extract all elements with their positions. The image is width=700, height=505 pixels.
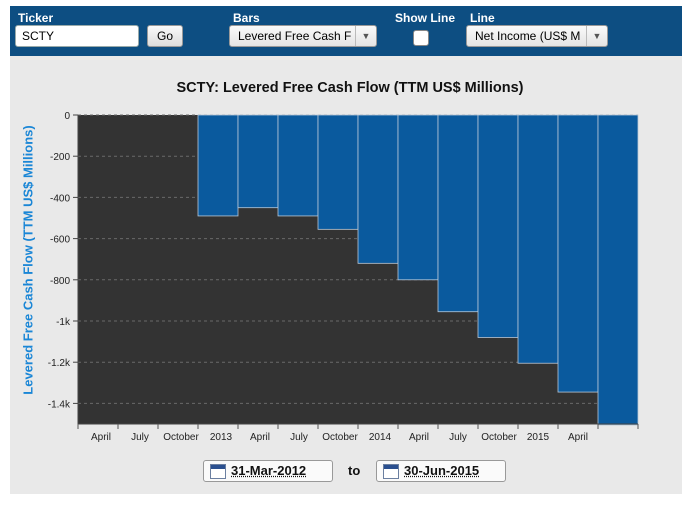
- x-tick-label: July: [131, 432, 149, 443]
- chevron-down-icon: ▼: [586, 26, 607, 46]
- bar: [597, 114, 639, 426]
- ticker-input[interactable]: SCTY: [15, 25, 139, 47]
- x-tick-label: 2015: [527, 432, 550, 443]
- line-label: Line: [470, 11, 495, 25]
- date-range-separator: to: [348, 463, 361, 478]
- ticker-label: Ticker: [18, 11, 54, 25]
- bar: [397, 114, 439, 281]
- bar: [277, 114, 319, 217]
- bars-select[interactable]: Levered Free Cash F ▼: [229, 25, 377, 47]
- bars-select-value: Levered Free Cash F: [238, 29, 352, 43]
- end-date: 30-Jun-2015: [404, 463, 480, 478]
- bar: [557, 114, 599, 393]
- y-tick-label: -1k: [56, 317, 71, 328]
- x-tick-label: 2013: [210, 432, 233, 443]
- x-tick-label: April: [250, 432, 270, 443]
- start-date-picker[interactable]: 31-Mar-2012: [203, 460, 333, 482]
- x-tick-label: April: [409, 432, 429, 443]
- y-tick-label: 0: [64, 111, 70, 122]
- bar: [517, 114, 559, 364]
- chart-title: SCTY: Levered Free Cash Flow (TTM US$ Mi…: [176, 80, 524, 96]
- toolbar: Ticker SCTY Go Bars Levered Free Cash F …: [10, 6, 682, 56]
- x-tick-label: April: [91, 432, 111, 443]
- bar: [197, 114, 239, 217]
- bars-label: Bars: [233, 11, 260, 25]
- x-tick-label: October: [163, 432, 199, 443]
- x-tick-label: April: [568, 432, 588, 443]
- y-tick-label: -600: [50, 235, 70, 246]
- end-date-picker[interactable]: 30-Jun-2015: [376, 460, 506, 482]
- y-tick-label: -800: [50, 276, 70, 287]
- x-tick-label: July: [449, 432, 467, 443]
- line-select-value: Net Income (US$ M: [475, 29, 581, 43]
- calendar-icon: [383, 464, 399, 479]
- y-tick-label: -1.4k: [48, 399, 71, 410]
- x-tick-label: October: [322, 432, 358, 443]
- calendar-icon: [210, 464, 226, 479]
- start-date: 31-Mar-2012: [231, 463, 307, 478]
- x-tick-label: 2014: [369, 432, 392, 443]
- bar: [317, 114, 359, 230]
- y-tick-label: -400: [50, 193, 70, 204]
- x-tick-label: July: [290, 432, 308, 443]
- x-tick-label: October: [481, 432, 517, 443]
- show-line-label: Show Line: [395, 11, 455, 25]
- bar: [357, 114, 399, 264]
- line-select[interactable]: Net Income (US$ M ▼: [466, 25, 608, 47]
- y-tick-label: -1.2k: [48, 358, 71, 369]
- bar: [237, 114, 279, 209]
- y-tick-label: -200: [50, 152, 70, 163]
- chevron-down-icon: ▼: [355, 26, 376, 46]
- show-line-checkbox[interactable]: [413, 30, 429, 46]
- bar: [477, 114, 519, 338]
- bar: [437, 114, 479, 313]
- go-button[interactable]: Go: [147, 25, 183, 47]
